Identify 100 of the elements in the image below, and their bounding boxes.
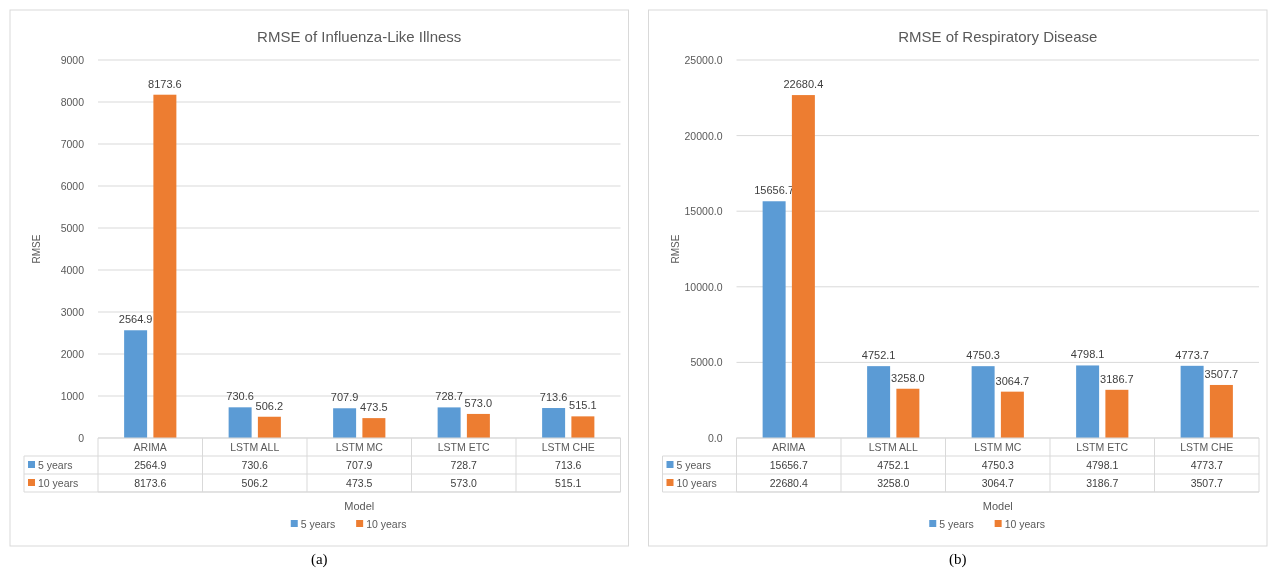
y-tick-label: 15000.0 (684, 205, 723, 218)
y-tick-label: 20000.0 (684, 129, 723, 142)
y-tick-label: 9000 (60, 54, 85, 66)
bar (1209, 384, 1233, 438)
data-label: 730.6 (241, 459, 269, 471)
text: 22680.4 (783, 78, 824, 91)
data-label: 4798.1 (1086, 459, 1119, 471)
text: 5 years (939, 518, 974, 530)
y-tick-label: 7000 (60, 138, 85, 150)
bar (362, 418, 386, 438)
x-tick-label: LSTM MC (335, 441, 384, 453)
text: 4752.1 (861, 349, 896, 362)
data-label: 3258.0 (877, 477, 910, 489)
text: 4773.7 (1175, 348, 1209, 361)
legend-label: 10 years (366, 518, 407, 530)
text: 8173.6 (148, 77, 182, 90)
bar (971, 366, 995, 438)
data-label: 8173.6 (134, 477, 167, 489)
bar (791, 95, 815, 438)
chart-title: RMSE of Influenza-Like Illness (257, 28, 462, 45)
y-tick-label: 5000.0 (690, 356, 723, 369)
legend-label: 5 years (38, 459, 73, 471)
text: 573.0 (464, 396, 493, 409)
text: 728.7 (435, 390, 463, 403)
text: 5 years (300, 518, 336, 530)
y-tick-label: 2000 (60, 348, 85, 360)
data-label: 515.1 (555, 477, 582, 489)
y-axis-title: RMSE (669, 234, 681, 264)
x-tick-label: LSTM ALL (230, 441, 280, 453)
bar (762, 201, 786, 438)
text: 2564.9 (118, 313, 153, 326)
bar (333, 408, 357, 438)
bar (1076, 365, 1100, 438)
y-tick-label: 3000 (60, 306, 85, 318)
bar (466, 413, 490, 438)
text: (b) (949, 551, 967, 568)
legend-label: 5 years (676, 459, 711, 471)
data-label: 4773.7 (1190, 459, 1223, 471)
x-tick-label: LSTM ETC (437, 441, 491, 453)
x-tick-label: LSTM CHE (541, 441, 595, 453)
data-label: 2564.9 (134, 459, 167, 471)
y-tick-label: 1000 (60, 390, 85, 402)
x-axis-title: Model (344, 500, 375, 512)
data-label: 3186.7 (1086, 477, 1119, 489)
data-label: 506.2 (241, 477, 269, 489)
y-tick-label: 25000.0 (684, 54, 723, 66)
text: 3186.7 (1100, 372, 1134, 385)
y-axis-title: RMSE (31, 234, 42, 264)
x-tick-label: ARIMA (133, 441, 167, 453)
text: 10 years (676, 477, 717, 489)
data-label: 713.6 (555, 459, 582, 471)
text: 3507.7 (1204, 367, 1239, 380)
bar (437, 407, 461, 438)
data-label: 728.7 (450, 459, 478, 471)
text: 707.9 (330, 391, 359, 404)
bar (257, 416, 281, 438)
x-tick-label: LSTM ETC (1076, 441, 1129, 453)
bar (1105, 389, 1129, 438)
bar (896, 388, 920, 438)
data-label: 3064.7 (981, 477, 1014, 489)
y-tick-label: 6000 (60, 180, 85, 192)
y-tick-label: 8000 (60, 96, 85, 108)
bar (228, 407, 252, 438)
data-label: 707.9 (346, 459, 373, 471)
data-label: 573.0 (450, 477, 478, 489)
bar (1180, 365, 1204, 438)
text: 730.6 (226, 390, 254, 403)
y-tick-label: 4000 (60, 264, 85, 276)
text: 713.6 (539, 391, 568, 404)
bar (124, 330, 148, 438)
data-label: 15656.7 (769, 459, 808, 471)
y-tick-label: 5000 (60, 222, 85, 234)
y-tick-label: 0.0 (707, 432, 723, 444)
x-axis-title: Model (982, 500, 1013, 512)
text: 506.2 (255, 399, 284, 412)
bar (542, 408, 566, 438)
bar (1000, 391, 1024, 438)
text: 10 years (38, 477, 79, 489)
bar (571, 416, 595, 438)
text: 3258.0 (891, 371, 925, 384)
data-label: 4750.3 (981, 459, 1014, 471)
text: 515.1 (569, 399, 597, 412)
data-label: 473.5 (346, 477, 373, 489)
legend-label: 10 years (1004, 518, 1045, 530)
y-tick-label: 10000.0 (684, 280, 723, 293)
text: 4750.3 (966, 349, 1000, 362)
x-tick-label: LSTM MC (974, 441, 1022, 453)
text: 473.5 (360, 401, 388, 414)
bar (867, 366, 891, 438)
data-label: 22680.4 (769, 477, 808, 489)
x-tick-label: LSTM CHE (1180, 441, 1234, 453)
chart-title: RMSE of Respiratory Disease (898, 28, 1098, 45)
x-tick-label: LSTM ALL (868, 441, 918, 453)
data-label: 3507.7 (1190, 477, 1223, 489)
text: 15656.7 (754, 184, 794, 197)
y-tick-label: 0 (78, 432, 85, 444)
text: (a) (310, 551, 328, 568)
text: 3064.7 (995, 374, 1030, 387)
data-label: 4752.1 (877, 459, 910, 471)
bar (153, 94, 177, 438)
